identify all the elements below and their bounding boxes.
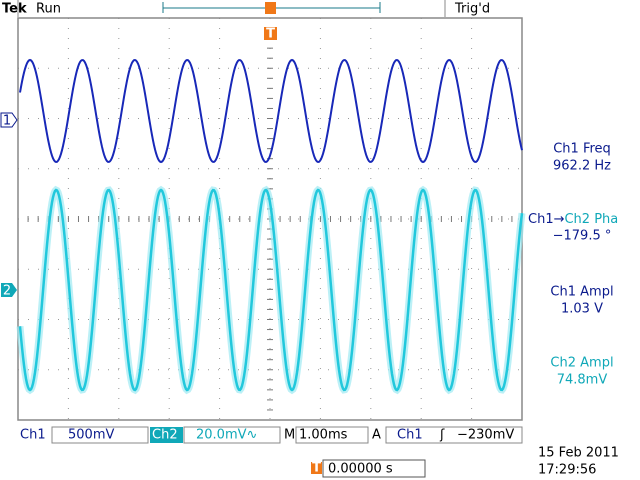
position-icon-label: T xyxy=(312,461,321,476)
ch2-marker-label: 2 xyxy=(3,284,11,299)
waveforms xyxy=(16,58,526,395)
ch1-waveform xyxy=(19,58,523,164)
trigger-level: −230mV xyxy=(457,428,514,443)
position-box xyxy=(322,459,426,478)
date: 15 Feb 2011 xyxy=(538,446,619,461)
position-icon xyxy=(311,462,322,474)
meas-label: Ch1→Ch2 Pha xyxy=(528,212,618,227)
trigger-mode: A xyxy=(372,428,381,443)
trigger-status: Trig'd xyxy=(454,2,490,17)
ch2-scale: 20.0mV∿ xyxy=(196,428,257,443)
time: 17:29:56 xyxy=(538,463,596,478)
ch2-scale-box xyxy=(183,426,281,444)
trigger-marker xyxy=(264,27,277,40)
meas-value: 1.03 V xyxy=(561,302,603,317)
meas-value: 74.8mV xyxy=(557,373,608,388)
trigger-slope: ʃ xyxy=(439,428,445,443)
meas-label: Ch1 Freq xyxy=(553,142,611,157)
meas-label: Ch1 Ampl xyxy=(550,285,613,300)
ch1-label: Ch1 xyxy=(20,428,46,443)
ch2-label: Ch2 xyxy=(152,428,178,443)
ch2-marker xyxy=(1,283,17,297)
ch1-scale-box xyxy=(51,426,149,444)
timebase-label: M xyxy=(284,428,295,443)
brand: Tek xyxy=(2,2,27,17)
timebase: 1.00ms xyxy=(299,428,348,443)
meas-label: Ch2 Ampl xyxy=(550,356,613,371)
ch1-marker xyxy=(0,112,18,128)
ch1-marker-label: 1 xyxy=(3,114,11,129)
timebase-box xyxy=(295,426,369,444)
horizontal-position: 0.00000 s xyxy=(328,462,393,477)
meas-value: 962.2 Hz xyxy=(553,159,611,174)
meas-label-part: Ch2 Pha xyxy=(564,212,618,227)
acq-state: Run xyxy=(36,2,61,17)
trigger-box xyxy=(385,426,523,444)
trigger-position-icon xyxy=(265,2,276,14)
meas-label-part: Ch1→ xyxy=(528,212,565,227)
ch1-scale: 500mV xyxy=(68,428,114,443)
ch2-label-box xyxy=(150,427,183,443)
trigger-marker-label: T xyxy=(266,27,275,42)
ch2-waveform xyxy=(18,188,524,392)
trigger-source: Ch1 xyxy=(397,428,423,443)
meas-value: −179.5 ° xyxy=(553,229,612,244)
